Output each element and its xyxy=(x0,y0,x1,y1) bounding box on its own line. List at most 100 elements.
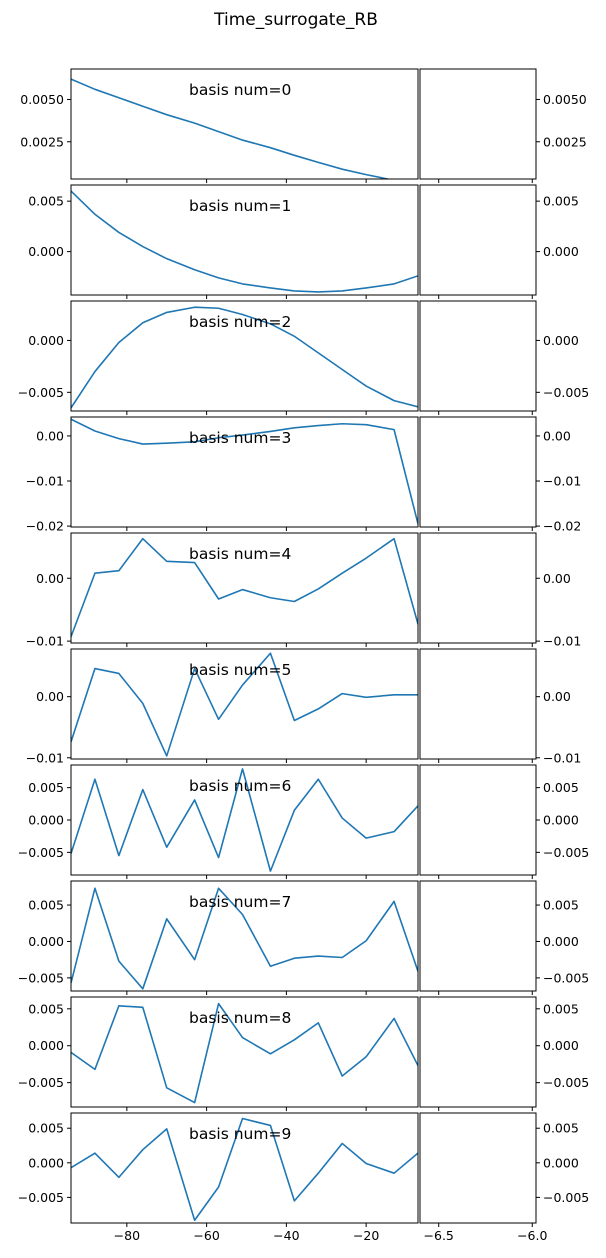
main-axes-frame xyxy=(70,996,419,1108)
y-tick-label-left: 0.00 xyxy=(36,689,64,704)
panel-3: −0.02 −0.02 −0.01 −0.01 0.00 0.00 basis num=3 xyxy=(26,416,581,534)
panel-2: −0.005 −0.005 0.000 0.000 basis num=2 xyxy=(18,300,589,415)
series-line xyxy=(71,190,418,293)
main-axes-frame xyxy=(70,1112,419,1224)
side-axes-frame xyxy=(419,880,537,992)
y-tick-label-right: 0.0025 xyxy=(543,134,587,149)
y-tick-label-right: 0.0050 xyxy=(543,92,587,107)
panel-label: basis num=3 xyxy=(189,429,291,447)
y-tick-label-right: 0.000 xyxy=(543,1038,579,1053)
y-tick-label-right: 0.005 xyxy=(543,1001,579,1016)
series-line xyxy=(71,418,418,525)
side-axes-frame xyxy=(419,532,537,644)
y-tick-label-right: 0.000 xyxy=(543,1155,579,1170)
panel-1: 0.000 0.000 0.005 0.005 basis num=1 xyxy=(28,184,579,299)
side-axes-frame xyxy=(419,764,537,876)
y-tick-label-left: −0.005 xyxy=(18,845,64,860)
panel-6: −0.005 −0.005 0.000 0.000 0.005 0.005 basis nu… xyxy=(18,764,589,879)
y-tick-label-right: 0.000 xyxy=(543,813,579,828)
y-tick-label-right: 0.005 xyxy=(543,780,579,795)
y-tick-label-left: 0.00 xyxy=(36,428,64,443)
panel-label: basis num=8 xyxy=(189,1009,291,1027)
side-axes-frame xyxy=(419,68,537,180)
y-tick-label-left: 0.000 xyxy=(28,934,64,949)
y-tick-label-left: 0.005 xyxy=(28,780,64,795)
y-tick-label-left: −0.005 xyxy=(18,1190,64,1205)
side-axes-frame xyxy=(419,300,537,412)
y-tick-label-right: 0.000 xyxy=(543,333,579,348)
y-tick-label-right: −0.01 xyxy=(543,750,581,765)
y-tick-label-right: 0.005 xyxy=(543,194,579,209)
x-tick-label: −60 xyxy=(193,1228,219,1243)
y-tick-label-left: 0.005 xyxy=(28,1001,64,1016)
x-tick-label: −40 xyxy=(273,1228,299,1243)
panel-8: −0.005 −0.005 0.000 0.000 0.005 0.005 basis nu… xyxy=(18,996,589,1111)
y-tick-label-right: −0.01 xyxy=(543,474,581,489)
y-tick-label-left: −0.005 xyxy=(18,1075,64,1090)
y-tick-label-right: 0.00 xyxy=(543,571,571,586)
figure-title: Time_surrogate_RB xyxy=(213,10,378,30)
y-tick-label-left: −0.02 xyxy=(26,519,64,534)
y-tick-label-right: −0.01 xyxy=(543,634,581,649)
main-axes-frame xyxy=(70,648,419,760)
series-line xyxy=(71,306,418,409)
y-tick-label-left: 0.005 xyxy=(28,898,64,913)
series-line xyxy=(71,652,418,757)
panel-4: −0.01 −0.01 0.00 0.00 basis num=4 xyxy=(26,532,581,649)
main-axes-frame xyxy=(70,184,419,296)
panel-label: basis num=1 xyxy=(189,197,291,215)
y-tick-label-right: −0.005 xyxy=(543,1190,589,1205)
main-axes-frame xyxy=(70,68,419,180)
y-tick-label-right: −0.005 xyxy=(543,1075,589,1090)
y-tick-label-left: 0.000 xyxy=(28,244,64,259)
y-tick-label-right: −0.02 xyxy=(543,519,581,534)
series-line xyxy=(71,537,418,637)
y-tick-label-left: 0.0050 xyxy=(20,92,64,107)
series-line xyxy=(71,78,392,179)
y-tick-label-right: 0.005 xyxy=(543,898,579,913)
side-x-tick-label: −6.5 xyxy=(424,1228,454,1243)
y-tick-label-left: −0.01 xyxy=(26,474,64,489)
y-tick-label-right: −0.005 xyxy=(543,385,589,400)
side-x-tick-label: −6.0 xyxy=(517,1228,547,1243)
side-axes-frame xyxy=(419,416,537,528)
y-tick-label-right: 0.000 xyxy=(543,244,579,259)
side-axes-frame xyxy=(419,648,537,760)
panel-label: basis num=0 xyxy=(189,81,291,99)
y-tick-label-left: −0.005 xyxy=(18,970,64,985)
series-line xyxy=(71,1002,418,1104)
main-axes-frame xyxy=(70,416,419,528)
panel-label: basis num=5 xyxy=(189,661,291,679)
main-axes-frame xyxy=(70,532,419,644)
main-axes-frame xyxy=(70,880,419,992)
side-axes-frame xyxy=(419,184,537,296)
y-tick-label-left: −0.01 xyxy=(26,750,64,765)
panel-0: 0.0025 0.0025 0.0050 0.0050 basis num=0 xyxy=(20,68,587,183)
panel-label: basis num=2 xyxy=(189,313,291,331)
series-line xyxy=(71,1117,418,1222)
y-tick-label-left: −0.01 xyxy=(26,634,64,649)
panel-label: basis num=9 xyxy=(189,1125,291,1143)
y-tick-label-right: 0.005 xyxy=(543,1121,579,1136)
x-tick-label: −20 xyxy=(353,1228,379,1243)
y-tick-label-right: 0.00 xyxy=(543,428,571,443)
side-axes-frame xyxy=(419,1112,537,1224)
y-tick-label-right: −0.005 xyxy=(543,845,589,860)
side-axes-frame xyxy=(419,996,537,1108)
series-line xyxy=(71,887,418,990)
y-tick-label-left: 0.005 xyxy=(28,1121,64,1136)
y-tick-label-right: −0.005 xyxy=(543,970,589,985)
y-tick-label-left: 0.005 xyxy=(28,194,64,209)
y-tick-label-right: 0.00 xyxy=(543,689,571,704)
panel-label: basis num=4 xyxy=(189,545,291,563)
x-tick-label: −80 xyxy=(114,1228,140,1243)
y-tick-label-right: 0.000 xyxy=(543,934,579,949)
panel-label: basis num=6 xyxy=(189,777,291,795)
y-tick-label-left: 0.000 xyxy=(28,1155,64,1170)
series-line xyxy=(71,768,418,872)
panel-5: −0.01 −0.01 0.00 0.00 basis num=5 xyxy=(26,648,581,765)
y-tick-label-left: 0.000 xyxy=(28,813,64,828)
panel-7: −0.005 −0.005 0.000 0.000 0.005 0.005 basis nu… xyxy=(18,880,589,995)
